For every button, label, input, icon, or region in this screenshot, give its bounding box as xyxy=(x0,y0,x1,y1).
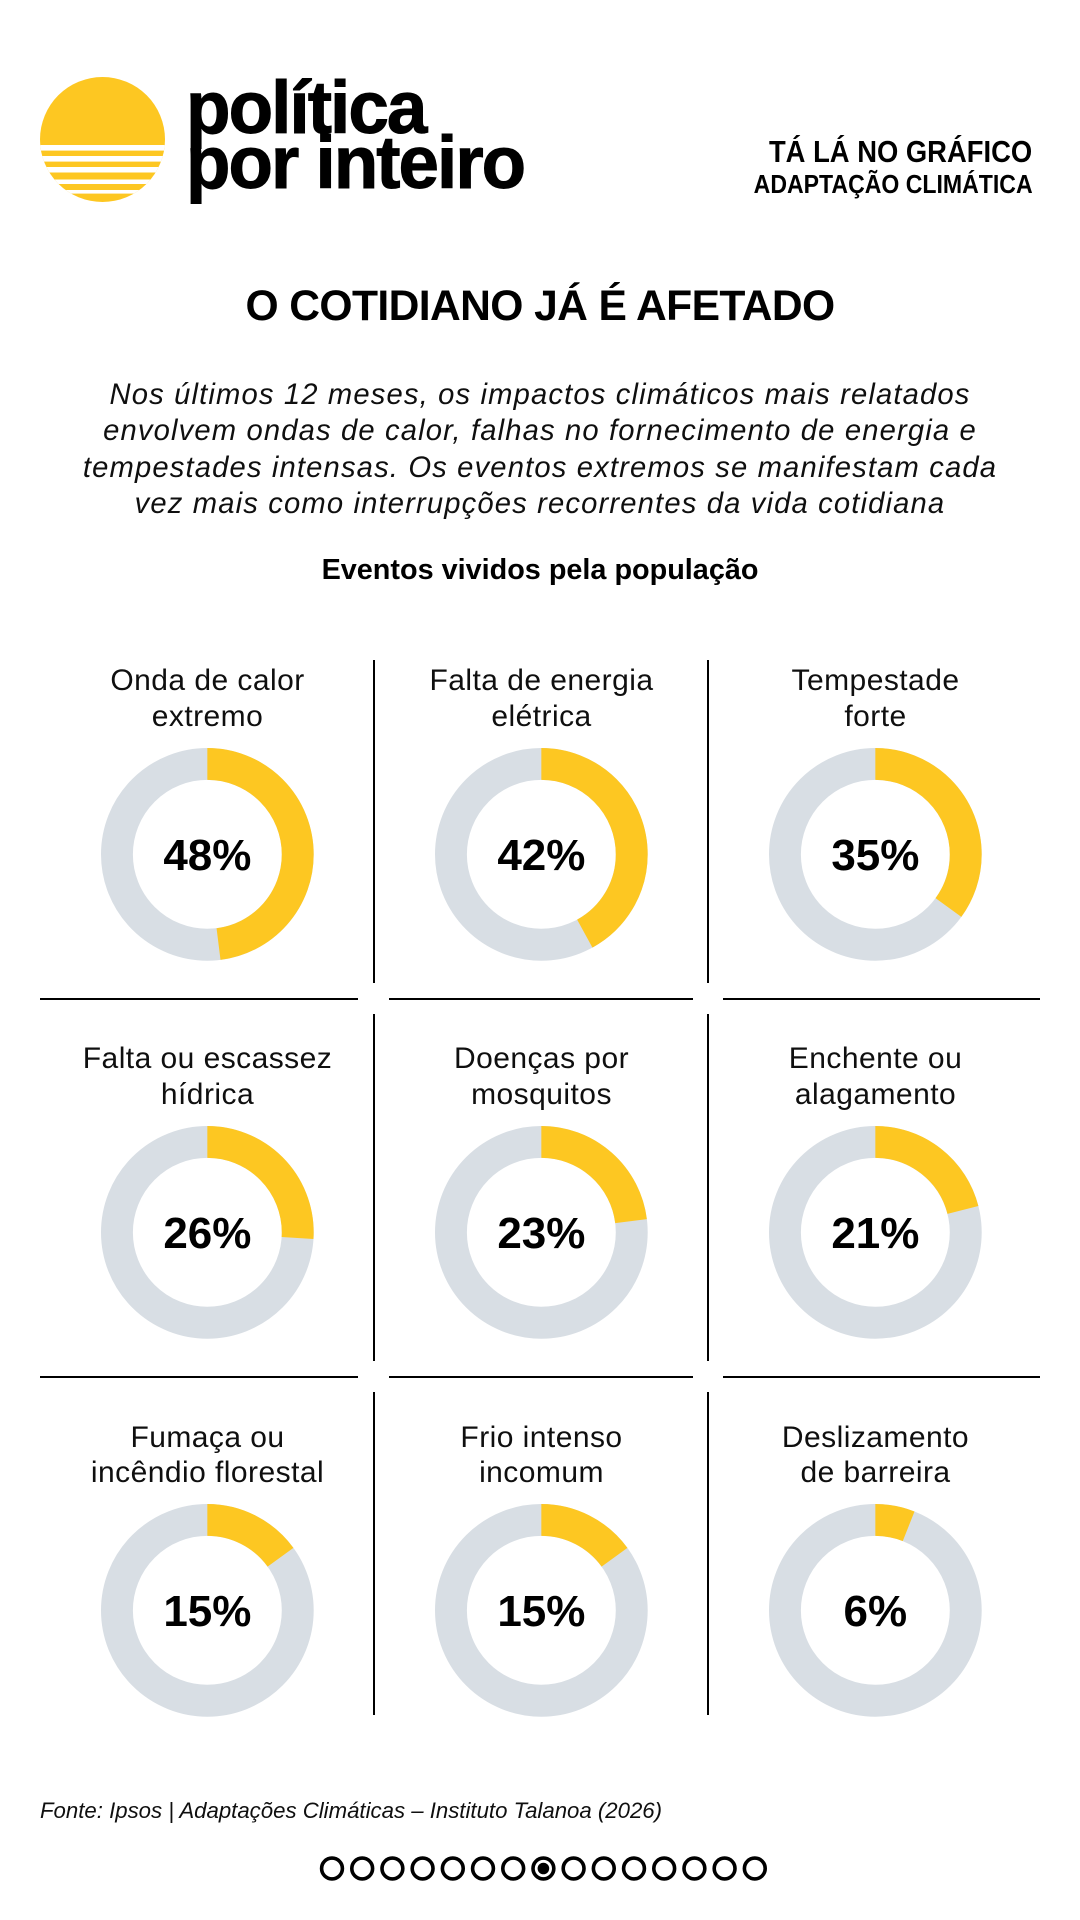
svg-text:23%: 23% xyxy=(498,1209,586,1258)
svg-text:21%: 21% xyxy=(832,1209,920,1258)
svg-text:15%: 15% xyxy=(164,1587,252,1636)
svg-text:15%: 15% xyxy=(498,1587,586,1636)
svg-text:6%: 6% xyxy=(844,1587,908,1636)
svg-text:48%: 48% xyxy=(164,831,252,880)
svg-text:42%: 42% xyxy=(498,831,586,880)
svg-text:35%: 35% xyxy=(832,831,920,880)
svg-text:26%: 26% xyxy=(164,1209,252,1258)
